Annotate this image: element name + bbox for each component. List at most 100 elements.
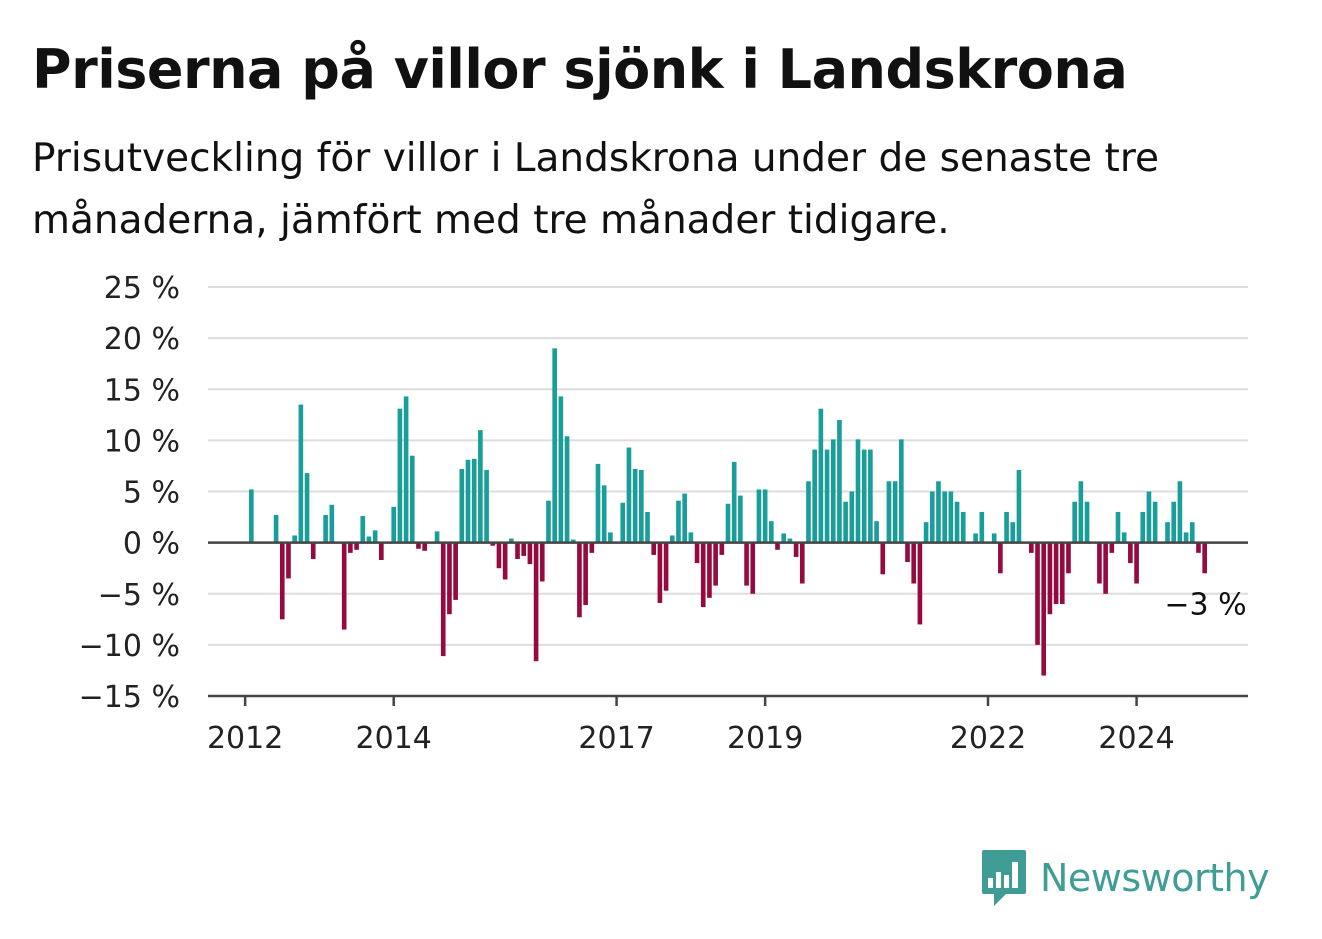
bar <box>1189 522 1195 543</box>
bar <box>954 501 960 543</box>
bar <box>1165 522 1170 543</box>
bar <box>738 495 743 543</box>
bar <box>632 469 638 543</box>
bar <box>1053 542 1059 604</box>
x-tick-label: 2014 <box>356 721 432 756</box>
y-tick-label: −15 % <box>79 680 180 715</box>
bar <box>1084 501 1090 543</box>
bar <box>1134 542 1139 584</box>
axes <box>208 541 1248 706</box>
bar <box>434 531 440 543</box>
x-tick-label: 2022 <box>950 721 1026 756</box>
bar <box>484 470 489 543</box>
bar <box>1004 511 1009 543</box>
bar <box>682 493 687 543</box>
bar <box>837 419 842 543</box>
bar <box>942 491 947 543</box>
y-tick-label: 15 % <box>104 373 180 408</box>
bar <box>471 458 477 543</box>
bar <box>601 485 607 543</box>
bar <box>818 408 824 543</box>
bar <box>360 516 366 543</box>
bar <box>960 511 966 543</box>
bar <box>948 491 954 543</box>
bar <box>1072 501 1077 543</box>
bar <box>750 542 756 594</box>
bar <box>657 542 663 603</box>
bar <box>707 542 712 598</box>
bar <box>1029 542 1034 553</box>
bar <box>1171 501 1177 543</box>
bar <box>366 536 372 543</box>
bar <box>806 481 811 543</box>
bar <box>515 542 520 559</box>
bar <box>1016 470 1022 543</box>
bar <box>1128 542 1133 564</box>
x-tick-label: 2024 <box>1098 721 1174 756</box>
brand-name: Newsworthy <box>1040 856 1270 900</box>
bar <box>558 396 564 543</box>
bar <box>403 396 409 543</box>
bar <box>1103 542 1108 594</box>
bar <box>669 535 675 543</box>
bar <box>756 489 762 543</box>
bar <box>979 511 985 543</box>
bar <box>447 542 452 615</box>
bar <box>323 515 328 543</box>
bar <box>379 542 384 561</box>
bar <box>310 542 316 559</box>
bar <box>762 489 768 543</box>
bar <box>892 481 898 543</box>
bar <box>1078 481 1084 543</box>
bar <box>465 459 471 543</box>
bar <box>422 542 427 551</box>
bar <box>1035 542 1040 645</box>
bar <box>1109 542 1115 553</box>
y-tick-label: 20 % <box>104 322 180 357</box>
bar <box>564 436 570 543</box>
bar <box>1140 511 1146 543</box>
bar <box>298 404 304 543</box>
bar <box>719 542 725 555</box>
tick-labels: 25 % 20 % 15 % 10 % 5 % 0 % −5 % −10 % −15 % 2012… <box>79 271 1247 756</box>
bar <box>1097 542 1102 584</box>
bar <box>589 542 595 553</box>
y-tick-label: −5 % <box>98 578 180 613</box>
bar <box>539 542 545 582</box>
grid-lines <box>208 286 1248 646</box>
bar <box>694 542 700 564</box>
x-tick-label: 2017 <box>578 721 654 756</box>
chart-subtitle: Prisutveckling för villor i Landskrona u… <box>32 136 1160 243</box>
bar <box>348 542 353 553</box>
bar <box>725 503 731 543</box>
x-tick-label: 2019 <box>727 721 803 756</box>
bar <box>874 521 879 543</box>
bar <box>830 439 836 543</box>
bar <box>608 532 613 543</box>
bar <box>1183 532 1189 543</box>
y-tick-label: 25 % <box>104 271 180 306</box>
bar <box>626 447 632 543</box>
bar <box>546 500 551 543</box>
bar <box>936 481 941 543</box>
bar <box>651 542 657 555</box>
bar <box>577 542 582 618</box>
bar <box>880 542 886 575</box>
bar <box>645 511 650 543</box>
newsworthy-logo[interactable]: Newsworthy <box>980 848 1270 908</box>
bar <box>502 542 508 580</box>
x-tick-label: 2012 <box>207 721 283 756</box>
y-tick-label: 0 % <box>123 527 180 562</box>
bar <box>1010 522 1016 543</box>
y-tick-label: 10 % <box>104 424 180 459</box>
bar <box>855 439 861 543</box>
bar <box>923 522 929 543</box>
bar <box>861 449 867 543</box>
bar <box>868 449 873 543</box>
bar <box>292 535 297 543</box>
bar <box>1115 511 1121 543</box>
bar <box>595 463 601 543</box>
y-tick-label: −10 % <box>79 629 180 664</box>
bar <box>775 542 780 550</box>
bar <box>639 470 644 543</box>
